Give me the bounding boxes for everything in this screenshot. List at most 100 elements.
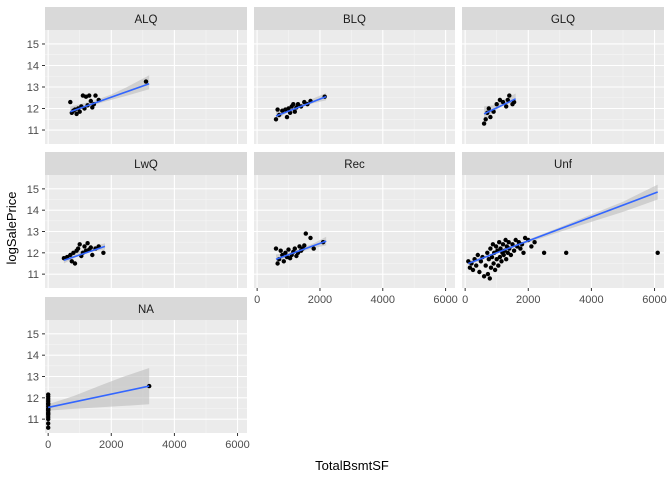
data-point <box>493 244 499 249</box>
fit-line <box>483 98 517 115</box>
fit-line <box>63 245 106 262</box>
facet-strip-label: GLQ <box>551 14 575 26</box>
fit-line <box>275 95 327 117</box>
data-point <box>82 244 87 249</box>
data-point <box>281 259 286 264</box>
y-tick-label: 13 <box>27 82 39 94</box>
facet-unf: Unf 0 2000 4000 6000 <box>462 152 667 306</box>
data-point <box>46 411 51 416</box>
data-point <box>286 247 291 252</box>
data-point <box>529 244 534 249</box>
data-point <box>88 245 94 250</box>
data-point <box>46 392 51 397</box>
data-point <box>85 241 90 246</box>
data-point <box>511 99 517 105</box>
data-point <box>481 121 487 126</box>
data-point <box>87 93 92 98</box>
data-point <box>147 383 152 389</box>
x-tick-label: 6000 <box>642 294 666 306</box>
data-point <box>283 250 288 255</box>
data-point <box>302 99 307 105</box>
data-point <box>494 257 499 262</box>
facet-strip <box>254 7 455 30</box>
y-tick-label: 15 <box>27 184 39 196</box>
facet-strip <box>45 152 247 175</box>
y-tick-label: 13 <box>27 227 39 239</box>
data-point <box>564 250 569 255</box>
y-tick-label: 11 <box>28 269 39 281</box>
data-point <box>505 250 510 255</box>
data-point <box>488 265 494 270</box>
data-point <box>311 246 316 251</box>
data-point <box>498 246 503 251</box>
facet-strip <box>45 7 247 30</box>
x-tick-label: 4000 <box>579 294 603 306</box>
x-tick-label: 0 <box>254 294 260 306</box>
data-point <box>284 114 290 120</box>
data-point <box>275 107 280 112</box>
data-point <box>487 276 492 281</box>
y-tick-label: 15 <box>27 329 39 341</box>
data-point <box>477 269 482 275</box>
facet-strip-label: BLQ <box>343 14 366 26</box>
data-point <box>490 242 496 247</box>
y-tick-label: 14 <box>27 350 39 362</box>
data-point <box>497 240 502 245</box>
facet-alq: ALQ 11 12 13 14 15 <box>27 7 247 144</box>
data-point <box>77 109 82 114</box>
data-point <box>513 237 518 243</box>
data-point <box>501 252 506 258</box>
y-tick-label: 14 <box>27 60 39 72</box>
facet-strip <box>45 297 247 320</box>
data-point <box>511 248 517 253</box>
data-point <box>485 271 491 277</box>
data-point <box>504 257 509 262</box>
y-tick-label: 12 <box>27 248 39 260</box>
data-point <box>291 102 296 107</box>
facet-lwq: LwQ 11 12 13 14 15 <box>27 152 247 288</box>
data-point <box>93 93 98 98</box>
facet-strip-label: NA <box>138 304 154 316</box>
x-tick-label: 2000 <box>308 294 332 306</box>
data-point <box>489 254 495 260</box>
data-point <box>286 106 291 111</box>
data-point <box>68 99 73 105</box>
facet-strip-label: LwQ <box>134 159 158 171</box>
fit-line <box>69 83 150 113</box>
x-tick-label: 4000 <box>162 439 186 451</box>
data-point <box>497 97 503 103</box>
x-tick-label: 6000 <box>433 294 457 306</box>
data-point <box>470 267 476 273</box>
data-point <box>478 259 484 264</box>
x-axis-title: TotalBsmtSF <box>315 458 389 473</box>
data-point <box>496 263 501 268</box>
data-point <box>68 252 73 258</box>
y-tick-label: 15 <box>27 39 39 51</box>
data-point <box>532 240 537 245</box>
data-point <box>497 254 503 260</box>
confidence-band <box>48 368 150 411</box>
data-point <box>273 246 279 251</box>
x-tick-label: 6000 <box>225 439 249 451</box>
data-point <box>506 240 511 245</box>
data-point <box>518 246 523 251</box>
data-point <box>273 117 279 122</box>
data-point <box>488 246 493 251</box>
data-point <box>494 102 499 107</box>
data-point <box>485 250 490 255</box>
data-point <box>72 261 78 266</box>
data-point <box>143 79 149 84</box>
data-point <box>500 242 506 247</box>
data-point <box>75 246 81 251</box>
x-tick-label: 0 <box>45 439 51 451</box>
data-point <box>474 263 479 268</box>
facet-rec: Rec 0 2000 4000 6000 <box>254 152 458 306</box>
data-point <box>510 242 515 247</box>
data-point <box>505 97 510 103</box>
y-tick-label: 11 <box>28 414 39 426</box>
fit-line <box>47 385 150 409</box>
data-point <box>504 104 509 109</box>
data-point <box>101 250 106 255</box>
facet-strip-label: Unf <box>554 159 573 171</box>
facet-strip <box>462 152 664 175</box>
